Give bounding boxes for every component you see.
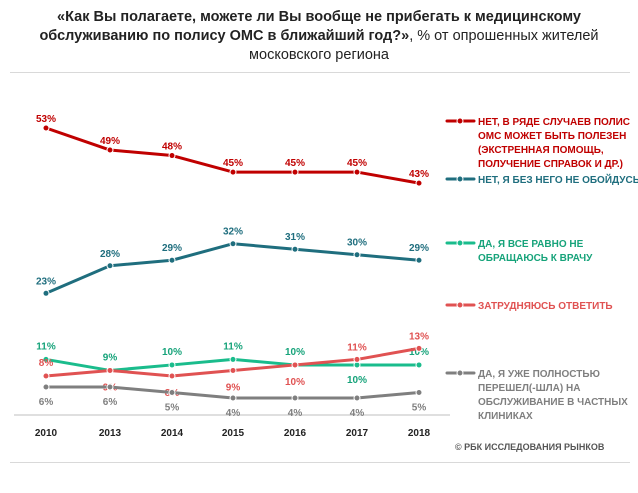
data-label: 48%	[162, 142, 182, 153]
legend-swatch-dot	[456, 117, 464, 125]
data-point	[168, 152, 176, 160]
x-tick-label: 2015	[222, 428, 245, 439]
data-point	[229, 168, 237, 176]
data-point	[229, 240, 237, 248]
legend-label: (ЭКСТРЕННАЯ ПОМОЩЬ,	[478, 145, 604, 156]
data-point	[353, 168, 361, 176]
data-point	[106, 366, 114, 374]
data-point	[42, 124, 50, 132]
legend-label: ОБСЛУЖИВАНИЕ В ЧАСТНЫХ	[478, 397, 628, 408]
data-label: 43%	[409, 169, 429, 180]
data-label: 8%	[39, 358, 54, 369]
data-point	[353, 355, 361, 363]
source-credit: © РБК ИССЛЕДОВАНИЯ РЫНКОВ	[455, 442, 605, 452]
data-label: 5%	[412, 402, 427, 413]
legend-label: ЗАТРУДНЯЮСЬ ОТВЕТИТЬ	[478, 301, 613, 312]
legend-label: КЛИНИКАХ	[478, 411, 533, 422]
data-label: 29%	[162, 243, 182, 254]
legend-label: ПОЛУЧЕНИЕ СПРАВОК И ДР.)	[478, 159, 623, 170]
data-point	[168, 256, 176, 264]
x-tick-label: 2014	[161, 428, 184, 439]
legend-label: НЕТ, Я БЕЗ НЕГО НЕ ОБОЙДУСЬ	[478, 173, 638, 186]
data-point	[415, 388, 423, 396]
data-label: 11%	[223, 341, 243, 352]
data-point	[42, 289, 50, 297]
data-point	[291, 394, 299, 402]
legend-label: ПЕРЕШЕЛ(-ШЛА) НА	[478, 383, 580, 394]
x-tick-label: 2010	[35, 428, 58, 439]
data-label: 10%	[285, 347, 305, 358]
data-label: 49%	[100, 136, 120, 147]
data-label: 45%	[347, 158, 367, 169]
data-label: 11%	[347, 342, 367, 353]
legend-label: ДА, Я ВСЕ РАВНО НЕ	[478, 239, 584, 250]
data-point	[415, 344, 423, 352]
x-tick-label: 2017	[346, 428, 369, 439]
data-point	[415, 179, 423, 187]
data-label: 4%	[350, 408, 365, 419]
data-point	[229, 394, 237, 402]
data-point	[106, 146, 114, 154]
legend-swatch-dot	[456, 239, 464, 247]
title-divider	[10, 72, 630, 73]
x-tick-label: 2013	[99, 428, 122, 439]
data-label: 5%	[165, 402, 180, 413]
data-point	[168, 361, 176, 369]
data-point	[168, 372, 176, 380]
legend-label: ОМС МОЖЕТ БЫТЬ ПОЛЕЗЕН	[478, 131, 626, 142]
data-label: 10%	[162, 347, 182, 358]
x-tick-label: 2018	[408, 428, 431, 439]
data-label: 53%	[36, 114, 56, 125]
data-label: 9%	[226, 382, 241, 393]
data-point	[415, 256, 423, 264]
data-label: 4%	[226, 408, 241, 419]
data-label: 31%	[285, 232, 305, 243]
data-point	[291, 168, 299, 176]
data-label: 30%	[347, 238, 367, 249]
legend-label: ОБРАЩАЮСЬ К ВРАЧУ	[478, 253, 593, 264]
data-point	[415, 361, 423, 369]
data-label: 10%	[285, 377, 305, 388]
data-point	[229, 355, 237, 363]
data-point	[106, 262, 114, 270]
chart-title: «Как Вы полагаете, можете ли Вы вообще н…	[20, 8, 618, 65]
data-label: 6%	[39, 397, 54, 408]
data-label: 23%	[36, 276, 56, 287]
data-label: 45%	[285, 158, 305, 169]
legend-swatch-dot	[456, 301, 464, 309]
data-point	[229, 366, 237, 374]
data-label: 29%	[409, 243, 429, 254]
data-label: 28%	[100, 249, 120, 260]
data-point	[106, 383, 114, 391]
data-label: 45%	[223, 158, 243, 169]
legend-swatch-dot	[456, 175, 464, 183]
data-label: 4%	[288, 408, 303, 419]
data-label: 11%	[36, 341, 56, 352]
data-point	[42, 372, 50, 380]
data-point	[353, 394, 361, 402]
data-label: 10%	[409, 347, 429, 358]
x-tick-label: 2016	[284, 428, 307, 439]
data-point	[291, 361, 299, 369]
chart-title-bold: «Как Вы полагаете, можете ли Вы вообще н…	[39, 9, 581, 44]
data-point	[291, 245, 299, 253]
legend-label: ДА, Я УЖЕ ПОЛНОСТЬЮ	[478, 369, 600, 380]
data-label: 6%	[103, 397, 118, 408]
data-point	[353, 251, 361, 259]
data-label: 13%	[409, 331, 429, 342]
chart-title-rest: , % от опрошенных жителей московского ре…	[249, 28, 599, 63]
data-point	[168, 388, 176, 396]
data-label: 32%	[223, 227, 243, 238]
data-label: 10%	[347, 375, 367, 386]
data-label: 9%	[103, 352, 118, 363]
legend-swatch-dot	[456, 369, 464, 377]
footer-divider	[10, 462, 630, 463]
data-point	[42, 355, 50, 363]
data-point	[42, 383, 50, 391]
legend-label: НЕТ, В РЯДЕ СЛУЧАЕВ ПОЛИС	[478, 117, 630, 128]
